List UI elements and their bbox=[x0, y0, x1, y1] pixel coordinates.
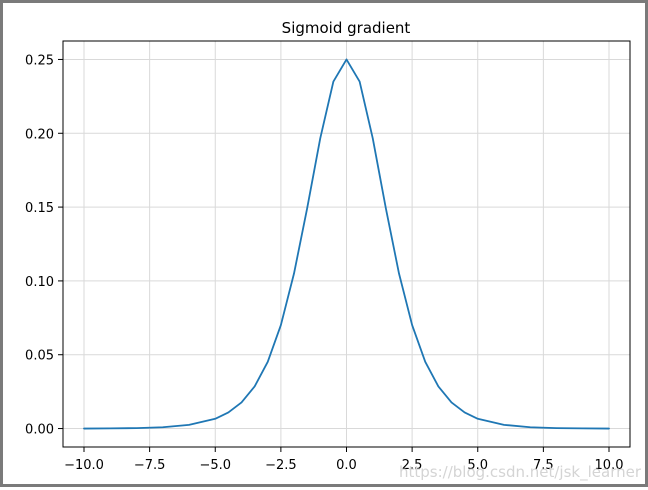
x-tick-label: −5.0 bbox=[199, 458, 231, 473]
series-line bbox=[83, 58, 610, 430]
y-tick-label: 0.25 bbox=[25, 53, 54, 68]
x-tick-label: −10.0 bbox=[64, 458, 104, 473]
chart-figure: Sigmoid gradient −10.0 −7.5 −5.0 −2.5 0.0 2.5… bbox=[25, 19, 642, 482]
grid-lines bbox=[63, 41, 630, 447]
x-tick-label: −7.5 bbox=[134, 458, 166, 473]
y-tick-label: 0.05 bbox=[25, 349, 54, 364]
x-tick-label: 0.0 bbox=[336, 458, 357, 473]
watermark: https://blog.csdn.net/jsk_learner bbox=[399, 463, 642, 482]
y-axis: 0.00 0.05 0.10 0.15 0.20 0.25 bbox=[25, 53, 63, 438]
chart-title: Sigmoid gradient bbox=[282, 19, 411, 37]
y-tick-label: 0.15 bbox=[25, 201, 54, 216]
x-tick-label: 7.5 bbox=[533, 458, 554, 473]
series-layer bbox=[83, 58, 610, 430]
x-axis: −10.0 −7.5 −5.0 −2.5 0.0 2.5 5.0 7.5 10.0 bbox=[64, 447, 623, 473]
y-tick-label: 0.20 bbox=[25, 127, 54, 142]
y-tick-label: 0.10 bbox=[25, 275, 54, 290]
y-tick-label: 0.00 bbox=[25, 423, 54, 438]
x-tick-label: 5.0 bbox=[467, 458, 488, 473]
x-tick-label: 2.5 bbox=[402, 458, 423, 473]
x-tick-label: −2.5 bbox=[265, 458, 297, 473]
x-tick-label: 10.0 bbox=[595, 458, 624, 473]
